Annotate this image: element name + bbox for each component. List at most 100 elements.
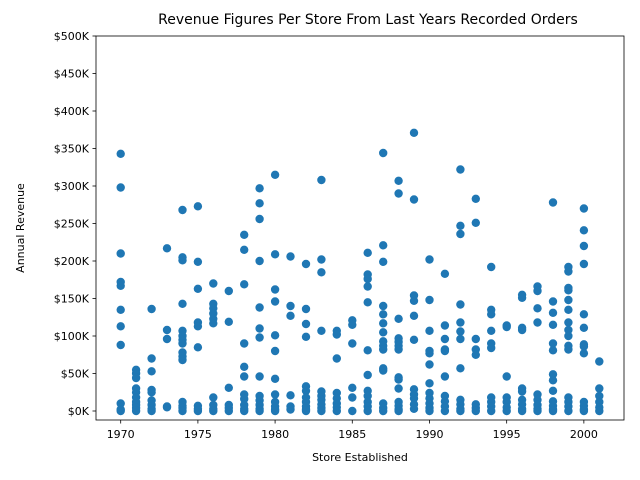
data-points — [116, 128, 604, 416]
data-point — [209, 279, 218, 288]
data-point — [517, 293, 527, 302]
data-point — [533, 286, 542, 296]
data-point — [425, 326, 434, 335]
y-tick-label: $200K — [54, 255, 90, 268]
data-point — [579, 349, 589, 358]
data-point — [162, 244, 172, 253]
data-point — [409, 394, 419, 403]
data-point — [564, 406, 573, 416]
y-tick-label: $400K — [54, 105, 90, 118]
data-point — [502, 322, 511, 332]
data-point — [409, 335, 419, 344]
data-point — [255, 406, 264, 416]
data-point — [440, 321, 450, 330]
data-point — [409, 296, 419, 305]
data-point — [348, 320, 357, 329]
data-point — [178, 205, 187, 215]
plot-frame — [95, 35, 625, 421]
x-tick-label: 2000 — [570, 428, 598, 441]
data-point — [579, 226, 589, 235]
data-point — [394, 406, 403, 416]
y-tick-label: $50K — [61, 368, 90, 381]
x-tick-label: 1970 — [107, 428, 135, 441]
data-point — [193, 257, 203, 266]
data-point — [255, 199, 264, 208]
data-point — [270, 390, 280, 399]
data-point — [270, 250, 280, 259]
x-axis-label: Store Established — [312, 451, 408, 464]
data-point — [363, 298, 372, 307]
data-point — [579, 342, 589, 351]
data-point — [533, 318, 542, 327]
data-point — [317, 406, 326, 416]
data-point — [193, 322, 203, 331]
data-point — [440, 372, 450, 381]
data-point — [394, 189, 403, 198]
data-point — [409, 404, 419, 413]
data-point — [348, 383, 357, 392]
data-point — [456, 318, 465, 327]
data-point — [425, 349, 434, 358]
data-point — [178, 355, 187, 365]
data-point — [286, 405, 295, 414]
data-point — [502, 372, 511, 381]
data-point — [255, 372, 264, 381]
data-point — [456, 229, 465, 239]
data-point — [487, 326, 496, 335]
data-point — [193, 284, 203, 293]
data-point — [209, 406, 218, 416]
data-point — [240, 280, 249, 289]
data-point — [348, 406, 357, 416]
data-point — [548, 386, 558, 395]
data-point — [240, 372, 249, 381]
data-point — [548, 376, 558, 385]
data-point — [240, 394, 249, 404]
x-tick-label: 1995 — [493, 428, 521, 441]
data-point — [162, 325, 172, 335]
data-point — [440, 406, 450, 416]
data-point — [409, 311, 419, 320]
data-point — [240, 230, 249, 239]
data-point — [379, 257, 388, 266]
data-point — [116, 399, 125, 408]
data-point — [363, 282, 372, 291]
data-point — [286, 311, 295, 320]
data-point — [456, 327, 465, 336]
y-tick-label: $450K — [54, 68, 90, 81]
data-point — [548, 198, 558, 207]
x-tick-label: 1985 — [338, 428, 366, 441]
data-point — [147, 304, 156, 314]
data-point — [363, 391, 372, 401]
data-point — [579, 241, 589, 251]
data-point — [240, 362, 249, 371]
data-point — [379, 328, 388, 337]
data-point — [579, 204, 589, 213]
data-point — [564, 286, 573, 295]
data-point — [425, 360, 434, 369]
data-point — [178, 256, 187, 265]
data-point — [348, 393, 357, 402]
data-point — [548, 346, 558, 355]
data-point — [116, 281, 125, 290]
data-point — [564, 318, 573, 327]
data-point — [394, 314, 403, 323]
data-point — [394, 384, 403, 393]
data-point — [579, 259, 589, 269]
y-tick-label: $100K — [54, 330, 90, 343]
data-point — [548, 406, 558, 416]
data-point — [487, 406, 496, 416]
data-point — [595, 391, 604, 401]
y-axis: $0K $50K $100K $150K $200K $250K $300K $350K $40… — [54, 30, 96, 418]
data-point — [270, 170, 280, 179]
data-point — [286, 391, 295, 400]
data-point — [533, 304, 542, 313]
y-tick-label: $250K — [54, 218, 90, 231]
data-point — [579, 323, 589, 332]
data-point — [425, 379, 434, 388]
data-point — [564, 295, 573, 305]
data-point — [255, 333, 264, 342]
data-point — [147, 388, 156, 397]
data-point — [301, 332, 311, 341]
data-point — [456, 300, 465, 309]
data-point — [548, 370, 558, 379]
